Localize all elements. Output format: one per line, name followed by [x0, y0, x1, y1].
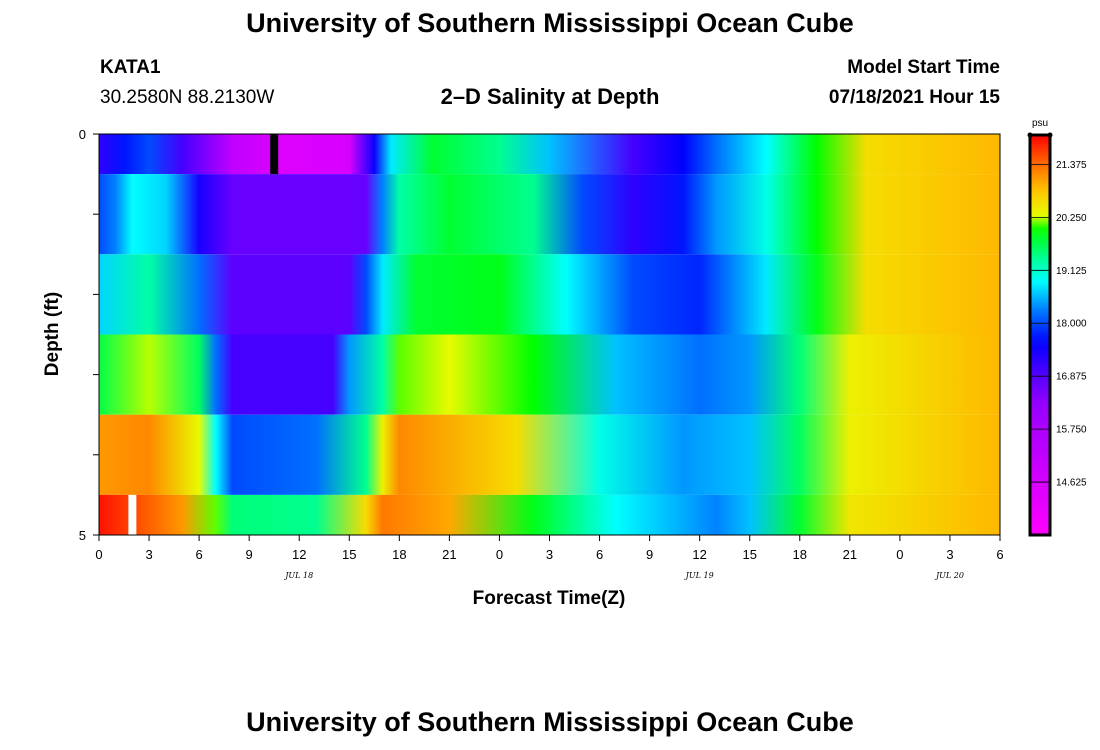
x-tick-label: 6	[195, 547, 202, 562]
heatmap-band	[99, 254, 1000, 335]
x-tick-label: 18	[793, 547, 807, 562]
x-tick-label: 6	[996, 547, 1003, 562]
x-tick-label: 12	[292, 547, 306, 562]
axes: 0 3 6 9 12 15 18 21 0 3 6 9 12 15 18 21 0 3 6 JUL 18 JUL 19 J…	[79, 127, 1004, 580]
x-date-label: JUL 19	[684, 571, 714, 580]
colorbar-tick-label: 16.875	[1056, 372, 1087, 383]
x-tick-label: 0	[896, 547, 903, 562]
x-tick-label: 0	[95, 547, 102, 562]
station-coordinates: 30.2580N 88.2130W	[100, 87, 275, 108]
model-start-time: 07/18/2021 Hour 15	[828, 87, 1000, 108]
heatmap-band	[99, 494, 1000, 535]
x-date-label: JUL 20	[934, 571, 964, 580]
heatmap-marker	[270, 134, 279, 175]
x-tick-label: 18	[392, 547, 406, 562]
heatmap-band	[99, 174, 1000, 255]
x-date-label: JUL 18	[283, 571, 313, 580]
x-tick-label: 15	[742, 547, 756, 562]
page-title: University of Southern Mississippi Ocean…	[246, 8, 854, 38]
station-id: KATA1	[100, 57, 161, 78]
x-tick-label: 21	[442, 547, 456, 562]
y-tick-label: 5	[79, 528, 86, 543]
y-tick-label: 0	[79, 127, 86, 142]
x-tick-label: 3	[145, 547, 152, 562]
colorbar-tick-label: 20.250	[1056, 213, 1087, 224]
colorbar-tick-label: 14.625	[1056, 478, 1087, 489]
x-tick-label: 9	[646, 547, 653, 562]
colorbar-tick-label: 15.750	[1056, 425, 1087, 436]
footer-title: University of Southern Mississippi Ocean…	[246, 707, 854, 737]
colorbar-corner	[1047, 132, 1053, 138]
x-tick-label: 3	[946, 547, 953, 562]
x-tick-label: 0	[496, 547, 503, 562]
marker-layer	[128, 134, 279, 535]
x-tick-label: 12	[692, 547, 706, 562]
chart-subtitle: 2–D Salinity at Depth	[440, 84, 660, 109]
y-axis-title: Depth (ft)	[42, 292, 63, 376]
x-tick-label: 9	[246, 547, 253, 562]
x-tick-label: 15	[342, 547, 356, 562]
colorbar-tick-label: 21.375	[1056, 160, 1087, 171]
x-axis-title: Forecast Time(Z)	[473, 588, 626, 609]
colorbar-tick-label: 18.000	[1056, 319, 1087, 330]
x-tick-label: 21	[843, 547, 857, 562]
heatmap-bands	[99, 134, 1000, 535]
colorbar-unit: psu	[1032, 118, 1048, 129]
model-start-label: Model Start Time	[847, 57, 1000, 78]
colorbar-scale	[1028, 133, 1052, 537]
heatmap-band	[99, 334, 1000, 415]
heatmap-marker	[128, 494, 137, 535]
colorbar: 21.375 20.250 19.125 18.000 16.875 15.750 14.6…	[1027, 132, 1087, 537]
heatmap-band	[99, 134, 1000, 175]
colorbar-tick-label: 19.125	[1056, 266, 1087, 277]
heatmap-band	[99, 414, 1000, 495]
x-tick-label: 3	[546, 547, 553, 562]
x-tick-label: 6	[596, 547, 603, 562]
colorbar-corner	[1027, 132, 1033, 138]
